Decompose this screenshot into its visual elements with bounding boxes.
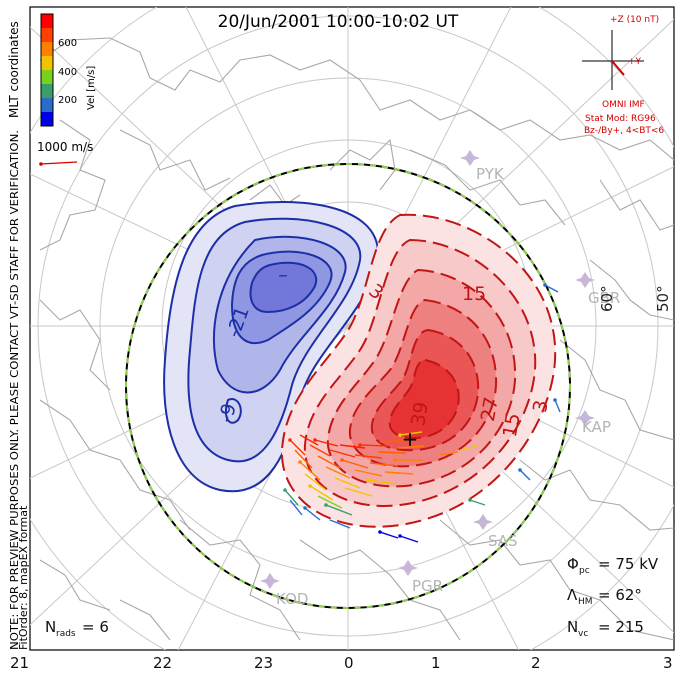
stat-phi-sub: pc — [579, 566, 590, 576]
latitude-label-60: 60° — [598, 285, 616, 312]
stat-lambda-sub: HM — [578, 597, 593, 607]
colorbar-tick-200: 200 — [58, 95, 77, 106]
imf-vector — [611, 60, 625, 76]
reference-vector-origin — [39, 162, 43, 166]
dusk-convection-cell — [163, 201, 380, 493]
coastlines — [39, 37, 674, 641]
velocity-vectors — [284, 284, 561, 543]
stat-lambda-symbol: Λ — [567, 586, 578, 604]
stat-nvc-symbol: N — [567, 618, 578, 636]
velocity-colorbar — [40, 13, 54, 127]
colorbar-label: Vel [m/s] — [86, 66, 97, 110]
potential-max-marker: + — [402, 427, 419, 451]
stat-phi-symbol: Φ — [567, 555, 579, 573]
mlt-tick-0: 0 — [344, 654, 354, 672]
stat-nvc-value: = 215 — [598, 618, 644, 636]
mlt-tick-2: 2 — [531, 654, 541, 672]
reference-vector-label: 1000 m/s — [37, 140, 93, 154]
imf-bz-label: +Z (10 nT) — [610, 15, 659, 25]
stat-nvc-sub: vc — [578, 629, 588, 639]
stat-nvc: N vc = 215 — [567, 618, 644, 639]
map-title: 20/Jun/2001 10:00-10:02 UT — [218, 12, 459, 32]
potential-min-marker: – — [278, 264, 288, 286]
station-label-gbr: GBR — [588, 289, 620, 307]
station-markers — [260, 150, 595, 589]
coordinates-label: MLT coordinates — [7, 21, 21, 118]
stat-nrads-sub: rads — [56, 629, 76, 639]
stat-lambda-value: = 62° — [598, 586, 642, 604]
heppner-maynard-boundary-dash — [125, 163, 571, 609]
fit-order-note: FitOrder: 8, mapEX format — [17, 505, 30, 650]
station-label-kod: KOD — [276, 590, 308, 608]
stat-nrads-symbol: N — [45, 618, 56, 636]
station-label-pyk: PYK — [476, 165, 505, 183]
imf-stat-model: Stat Mod: RG96 — [585, 114, 656, 124]
velocity-vector-origins — [283, 283, 557, 538]
station-label-sas: SAS — [488, 532, 518, 550]
contour-label-pos-2: 15 — [462, 283, 486, 305]
stat-lambda: Λ HM = 62° — [567, 586, 642, 607]
contour-label-pos-3: 39 — [407, 400, 433, 428]
imf-source: OMNI IMF — [602, 100, 645, 110]
mlt-tick-3: 3 — [663, 654, 673, 672]
contour-label-pos-6: 3 — [529, 398, 553, 414]
station-label-pgr: PGR — [412, 577, 443, 595]
stat-phi-value: = 75 kV — [598, 555, 659, 573]
mlt-tick-21: 21 — [10, 654, 29, 672]
stat-phi: Φ pc = 75 kV — [567, 555, 659, 576]
imf-by-label: +Y — [628, 57, 642, 67]
mlt-tick-1: 1 — [431, 654, 441, 672]
mlt-tick-22: 22 — [153, 654, 172, 672]
contour-label-pos-4: 27 — [477, 395, 503, 423]
mlt-tick-23: 23 — [254, 654, 273, 672]
contour-label-pos-5: 15 — [499, 411, 525, 439]
latitude-label-50: 50° — [654, 285, 672, 312]
reference-vector-arrow — [40, 161, 78, 165]
stat-nrads-value: = 6 — [82, 618, 109, 636]
station-label-kap: KAP — [582, 418, 611, 436]
dawn-convection-cell — [280, 213, 557, 528]
preview-note: NOTE: FOR PREVIEW PURPOSES ONLY. PLEASE … — [8, 130, 21, 650]
stat-nrads: N rads = 6 — [45, 618, 109, 639]
colorbar-tick-400: 400 — [58, 67, 77, 78]
imf-condition: Bz-/By+, 4<BT<6 — [584, 126, 664, 136]
colorbar-tick-600: 600 — [58, 38, 77, 49]
